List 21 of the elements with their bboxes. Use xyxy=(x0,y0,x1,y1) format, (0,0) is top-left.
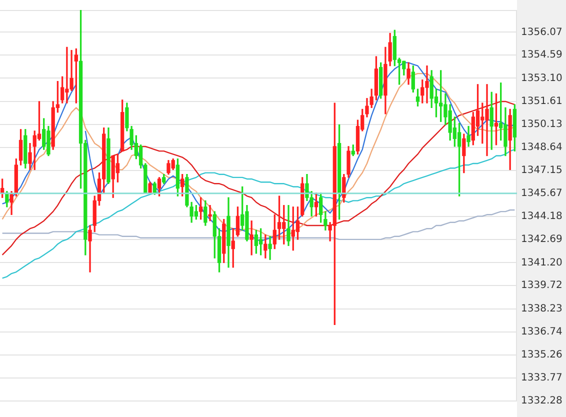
y-tick-label: 1353.10 xyxy=(521,72,562,84)
y-tick-label: 1354.59 xyxy=(521,50,562,61)
y-tick-label: 1344.18 xyxy=(521,211,562,222)
candlestick xyxy=(268,236,272,260)
y-tick-label: 1333.77 xyxy=(521,372,562,384)
y-tick-label: 1356.07 xyxy=(521,26,562,38)
y-tick-label: 1341.20 xyxy=(521,257,562,268)
y-tick-label: 1345.67 xyxy=(521,188,562,199)
y-tick-label: 1336.74 xyxy=(521,326,562,338)
y-tick-label: 1332.28 xyxy=(521,396,562,407)
y-tick-label: 1347.15 xyxy=(521,165,562,176)
candlestick xyxy=(250,220,254,256)
y-tick-label: 1350.13 xyxy=(521,118,562,130)
candlestick xyxy=(88,225,92,272)
y-tick-label: 1348.64 xyxy=(521,142,562,153)
y-tick-label: 1351.61 xyxy=(521,96,562,107)
candlestick xyxy=(208,205,212,222)
y-tick-label: 1335.26 xyxy=(521,349,562,360)
y-tick-label: 1342.69 xyxy=(521,234,562,246)
y-tick-label: 1339.72 xyxy=(521,280,562,292)
y-tick-label: 1338.23 xyxy=(521,303,562,314)
